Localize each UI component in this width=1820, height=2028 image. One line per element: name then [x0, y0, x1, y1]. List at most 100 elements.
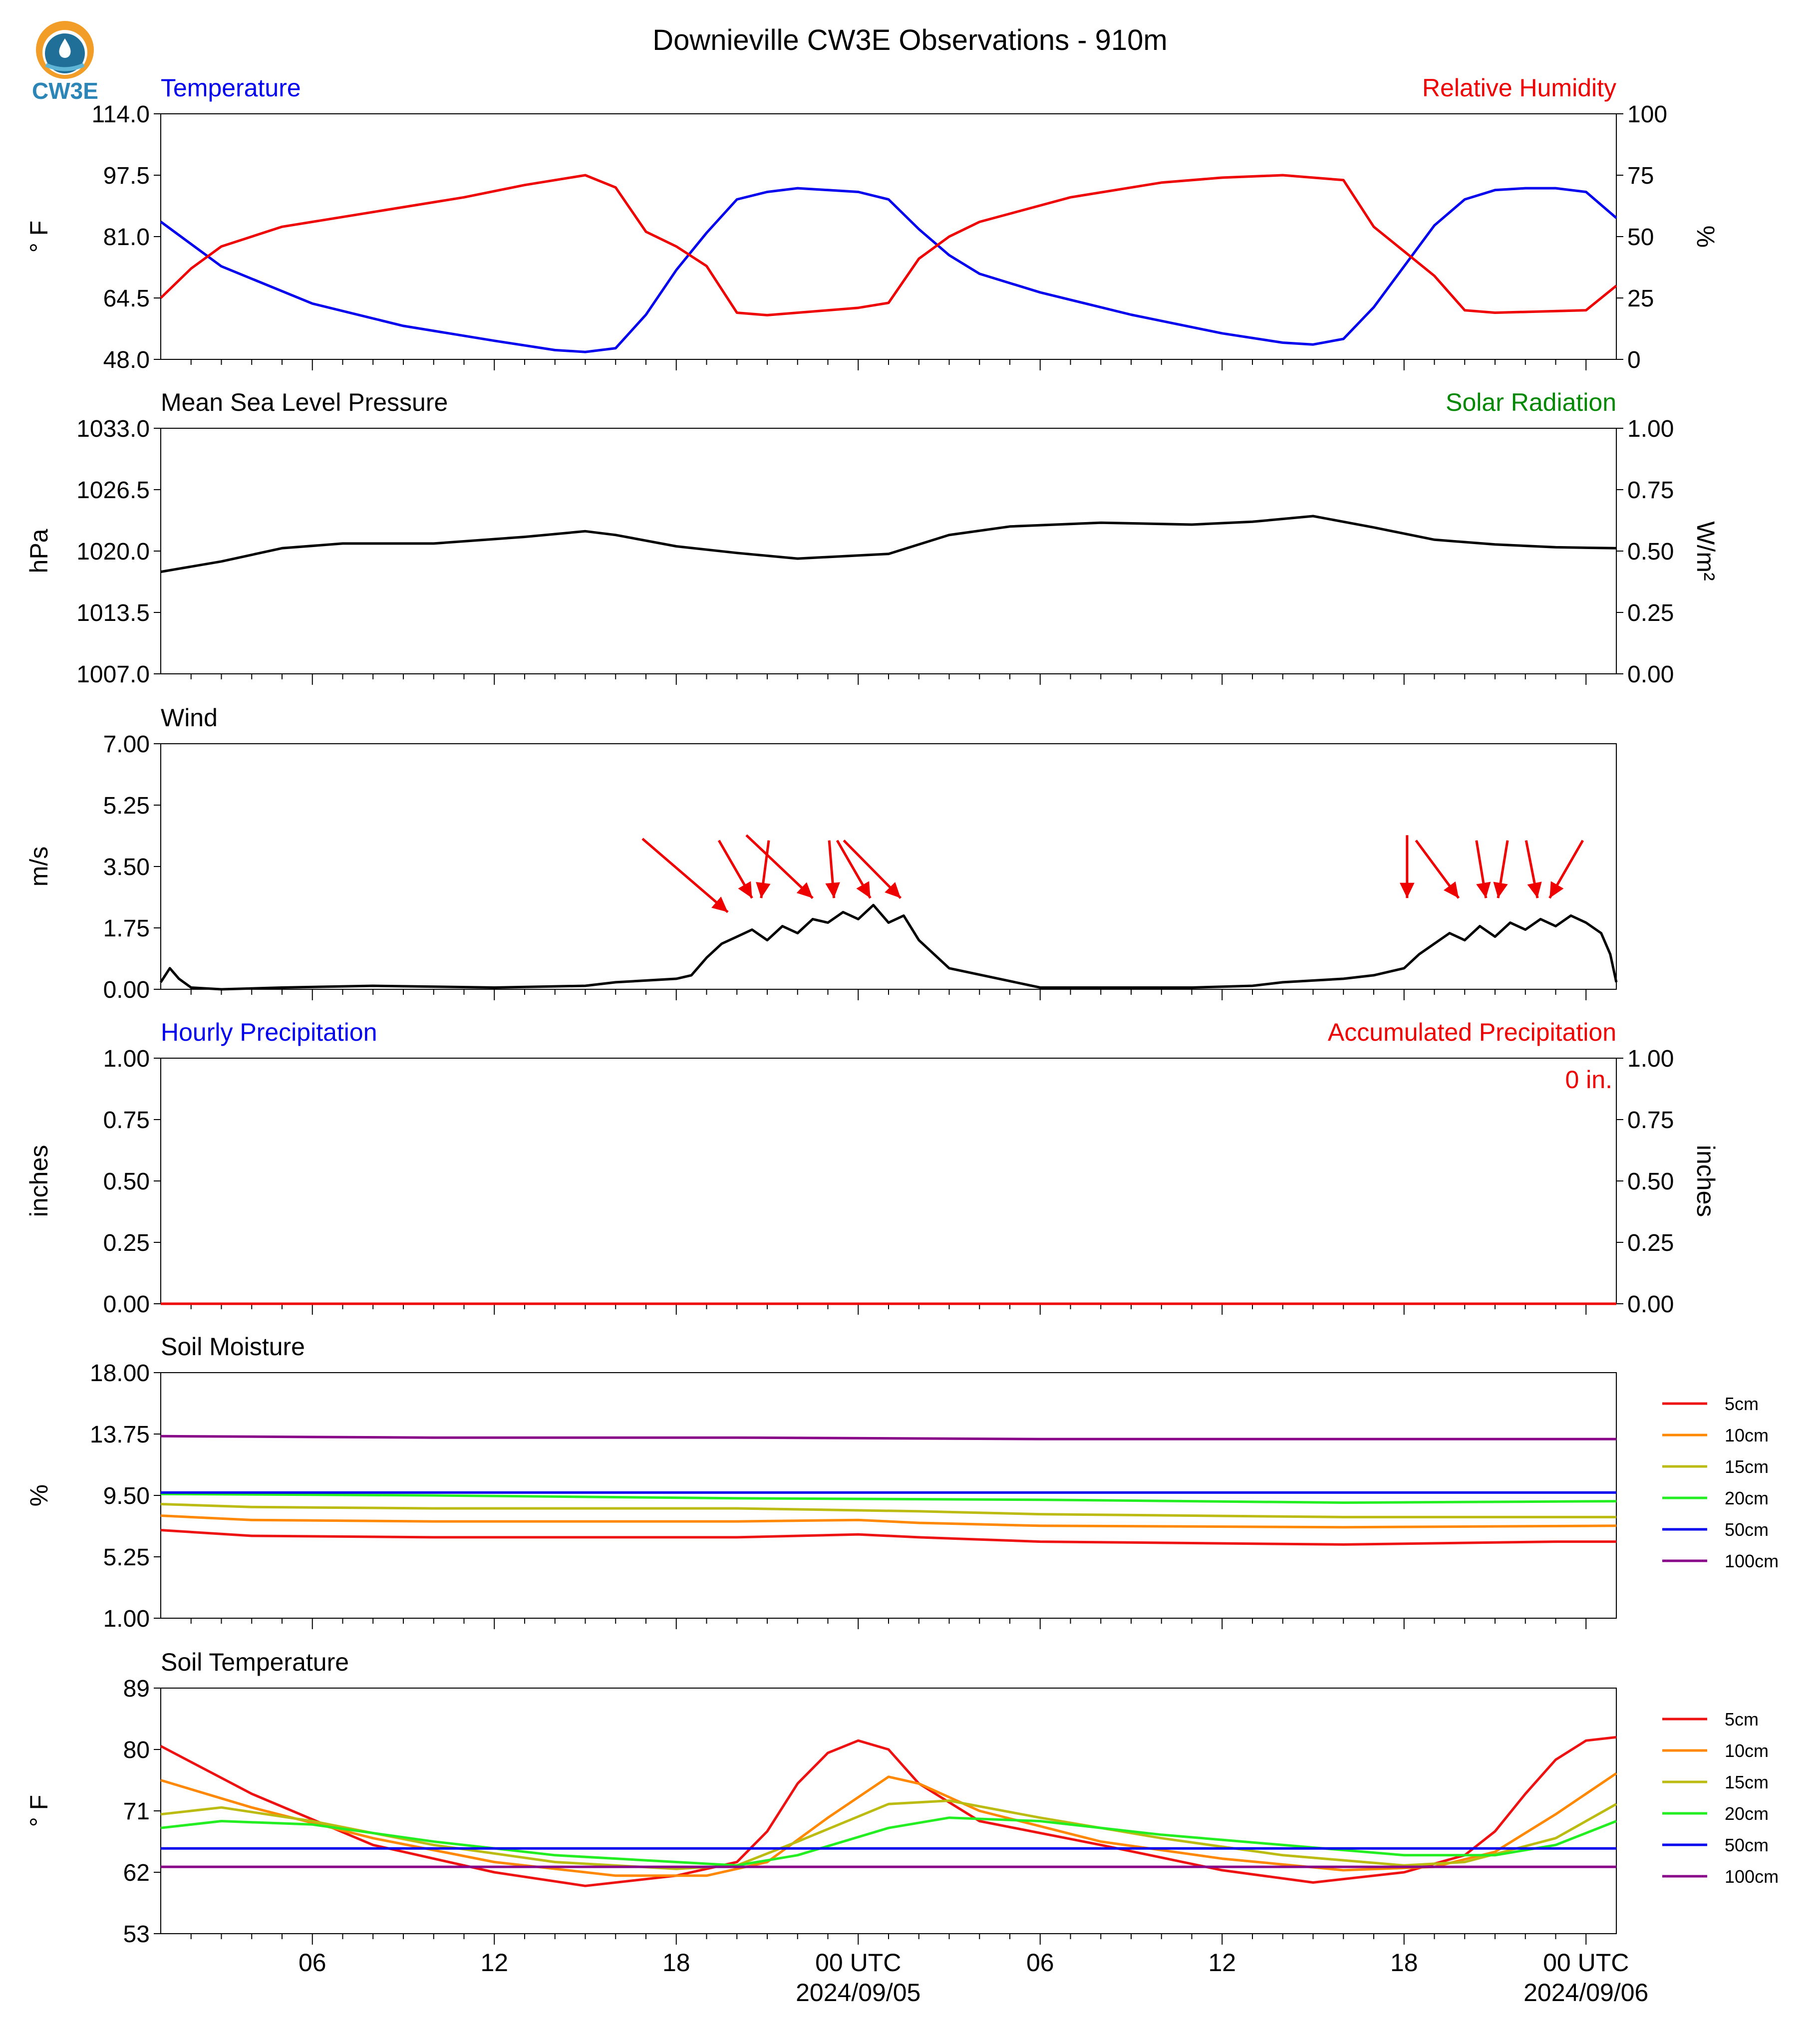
panel-title: Soil Moisture [161, 1333, 305, 1361]
x-tick-label: 00 UTC [1543, 1949, 1629, 1977]
panel-soil-temperature: Soil Temperature 53 62 71 80 89 ° F 5cm 10cm 15cm… [25, 1648, 1779, 1948]
x-tick-label: 00 UTC [815, 1949, 901, 1977]
x-date-label: 2024/09/05 [796, 1979, 920, 2007]
legend-label: 15cm [1725, 1456, 1769, 1477]
wind-arrow [641, 838, 729, 913]
y-tick-label: 114.0 [91, 101, 150, 128]
y-tick-label: 1.00 [103, 1046, 150, 1072]
y-axis-label: hPa [25, 529, 53, 573]
panel-title: Wind [161, 704, 218, 732]
panel-wind: Wind 0.00 1.75 3.50 5.25 7.00 m/s [25, 704, 1618, 1003]
y-axis-label: % [25, 1484, 53, 1506]
y-axis-label-right: % [1692, 226, 1720, 248]
plot-frame [160, 428, 1617, 674]
wind-arrow-head [738, 881, 752, 898]
y-tick-label: 1013.5 [76, 600, 150, 626]
x-tick-label: 12 [480, 1949, 508, 1977]
y-axis-label: m/s [25, 847, 53, 887]
y-tick-label: 97.5 [103, 163, 150, 189]
y-tick-label: 13.75 [90, 1422, 150, 1448]
panel-title-right: Accumulated Precipitation [1328, 1018, 1616, 1046]
y-tick-label: 1.75 [103, 915, 150, 942]
wind-arrow-head [711, 896, 728, 912]
x-tick-label: 12 [1208, 1949, 1236, 1977]
wind-arrow-head [885, 882, 901, 898]
y-tick-label: 1020.0 [76, 539, 150, 565]
y-tick-label: 0.00 [103, 977, 150, 1003]
y-axis-label: inches [25, 1145, 53, 1217]
y-axis-label-right: inches [1692, 1145, 1720, 1217]
panel-title: Mean Sea Level Pressure [161, 388, 448, 416]
y-tick-label-right: 25 [1627, 286, 1654, 312]
y-tick-label: 7.00 [103, 731, 150, 758]
series-line-0 [159, 903, 1618, 991]
y-tick-label: 3.50 [103, 854, 150, 880]
wind-arrow-head [856, 881, 871, 898]
series-line-5cm [160, 1529, 1616, 1546]
x-tick-label: 06 [1026, 1949, 1054, 1977]
plot-frame [160, 113, 1617, 360]
legend-label: 5cm [1725, 1394, 1759, 1414]
panel-pressure-solar: Mean Sea Level Pressure Solar Radiation 10… [25, 388, 1720, 688]
cw3e-logo: CW3E [30, 17, 100, 105]
x-tick-label: 18 [662, 1949, 690, 1977]
y-tick-label-right: 50 [1627, 224, 1654, 251]
y-axis-label: ° F [25, 1795, 53, 1827]
series-line-100cm [160, 1435, 1616, 1441]
wind-arrow-head [1443, 881, 1459, 898]
y-axis-label: ° F [25, 221, 53, 253]
y-tick-label: 1007.0 [76, 661, 150, 688]
wind-arrow-head [1476, 881, 1491, 898]
y-tick-label: 89 [123, 1676, 150, 1702]
y-tick-label: 81.0 [103, 224, 150, 251]
legend-label: 20cm [1725, 1803, 1769, 1824]
y-tick-label-right: 0.50 [1627, 1168, 1674, 1195]
y-tick-label: 1.00 [103, 1606, 150, 1632]
y-tick-label: 0.75 [103, 1107, 150, 1134]
panel-precipitation: Hourly Precipitation Accumulated Precipit… [25, 1018, 1720, 1318]
legend-label: 100cm [1725, 1866, 1779, 1887]
y-tick-label: 5.25 [103, 793, 150, 819]
y-tick-label: 1026.5 [76, 477, 150, 504]
panel-title: Soil Temperature [161, 1648, 349, 1676]
y-tick-label: 71 [123, 1798, 150, 1825]
panel-title: Temperature [161, 74, 301, 102]
plot-frame [160, 1058, 1617, 1304]
accumulated-total: 0 in. [1565, 1066, 1612, 1094]
y-tick-label-right: 0.25 [1627, 1230, 1674, 1256]
panel-title-right: Relative Humidity [1422, 74, 1616, 102]
y-tick-label-right: 0 [1627, 347, 1641, 373]
series-line-0 [160, 187, 1617, 353]
series-line-15cm [160, 1502, 1616, 1518]
wind-arrow-head [1400, 882, 1415, 898]
y-tick-label-right: 0.75 [1627, 1107, 1674, 1134]
y-tick-label: 0.00 [103, 1291, 150, 1318]
y-tick-label: 64.5 [103, 286, 150, 312]
y-tick-label-right: 0.75 [1627, 477, 1674, 504]
legend-label: 20cm [1725, 1488, 1769, 1508]
series-line-5cm [160, 1736, 1617, 1887]
y-tick-label-right: 75 [1627, 163, 1654, 189]
panel-temperature-rh: Temperature Relative Humidity 48.0 64.5 81.0… [25, 74, 1720, 373]
chart-title: Downieville CW3E Observations - 910m [652, 24, 1167, 56]
series-line-20cm [160, 1492, 1617, 1504]
x-date-label: 2024/09/06 [1523, 1979, 1648, 2007]
panel-title: Hourly Precipitation [161, 1018, 377, 1046]
y-tick-label: 53 [123, 1921, 150, 1948]
wind-arrow-head [1549, 881, 1564, 898]
series-line-10cm [160, 1772, 1617, 1877]
legend-label: 10cm [1725, 1425, 1769, 1446]
wind-arrow-head [825, 882, 840, 898]
y-tick-label-right: 0.00 [1627, 1291, 1674, 1318]
y-tick-label: 48.0 [103, 347, 150, 373]
legend-label: 100cm [1725, 1551, 1779, 1571]
y-tick-label: 62 [123, 1860, 150, 1886]
plot-frame [160, 1688, 1617, 1934]
x-tick-label: 06 [299, 1949, 326, 1977]
legend-label: 50cm [1725, 1519, 1769, 1540]
y-tick-label-right: 100 [1627, 101, 1667, 128]
wind-arrow-head [756, 881, 771, 898]
y-axis-label-right: W/m² [1692, 521, 1720, 580]
y-tick-label-right: 0.25 [1627, 600, 1674, 626]
